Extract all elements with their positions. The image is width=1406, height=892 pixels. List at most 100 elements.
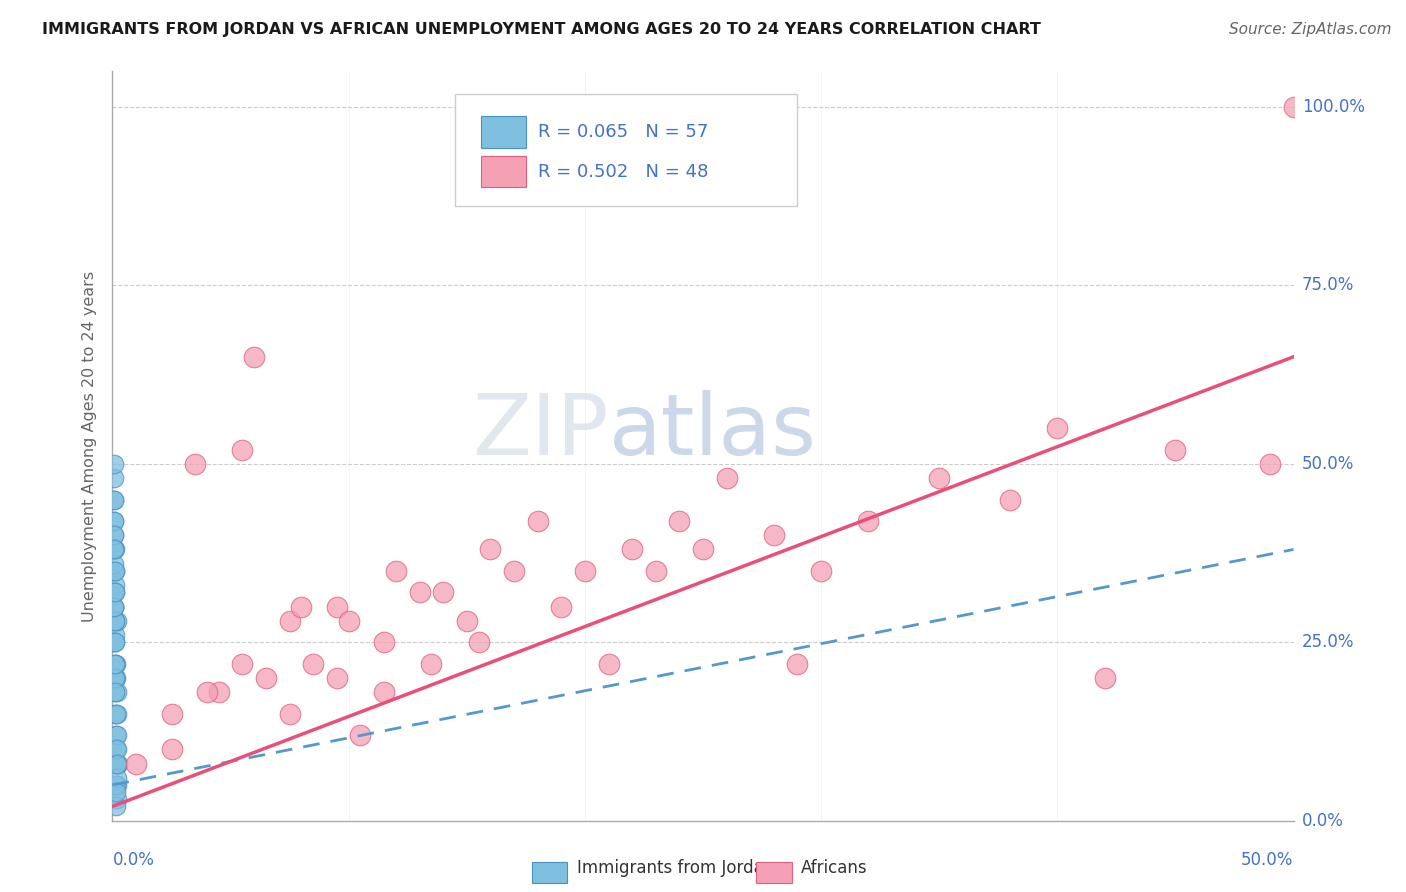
Text: Source: ZipAtlas.com: Source: ZipAtlas.com [1229, 22, 1392, 37]
Point [231, 442, 253, 457]
Point [103, 457, 125, 471]
Point [104, 628, 127, 642]
Point [326, 599, 349, 614]
Point [104, 657, 127, 671]
Point [810, 564, 832, 578]
Text: R = 0.065   N = 57: R = 0.065 N = 57 [537, 123, 709, 141]
Point [105, 728, 128, 742]
Point [1258, 457, 1281, 471]
Point [373, 685, 395, 699]
Point [103, 542, 125, 557]
Point [479, 542, 502, 557]
Text: 0.0%: 0.0% [1302, 812, 1344, 830]
Point [278, 614, 301, 628]
Y-axis label: Unemployment Among Ages 20 to 24 years: Unemployment Among Ages 20 to 24 years [82, 270, 97, 622]
Point [432, 585, 454, 599]
Point [104, 564, 127, 578]
FancyBboxPatch shape [531, 862, 567, 883]
Point [550, 599, 572, 614]
Point [104, 635, 127, 649]
Point [105, 771, 128, 785]
Point [104, 671, 127, 685]
Point [104, 585, 127, 599]
Point [103, 542, 125, 557]
Point [195, 685, 218, 699]
Point [105, 778, 128, 792]
Point [231, 657, 253, 671]
Point [103, 514, 125, 528]
Text: 100.0%: 100.0% [1302, 98, 1365, 116]
Point [337, 614, 360, 628]
Point [104, 614, 127, 628]
Text: Immigrants from Jordan: Immigrants from Jordan [576, 859, 773, 877]
Point [104, 706, 127, 721]
Text: 50.0%: 50.0% [1302, 455, 1354, 473]
Text: atlas: atlas [609, 390, 817, 473]
Point [105, 614, 128, 628]
Point [456, 614, 478, 628]
Text: 50.0%: 50.0% [1241, 851, 1294, 869]
Text: 0.0%: 0.0% [112, 851, 155, 869]
Point [103, 528, 125, 542]
Point [104, 585, 127, 599]
Point [503, 564, 526, 578]
Point [103, 471, 125, 485]
Point [105, 742, 128, 756]
Point [125, 756, 148, 771]
Point [105, 792, 128, 806]
Point [160, 742, 183, 756]
Point [105, 799, 128, 814]
Point [104, 614, 127, 628]
Point [103, 514, 125, 528]
Point [526, 514, 548, 528]
Text: IMMIGRANTS FROM JORDAN VS AFRICAN UNEMPLOYMENT AMONG AGES 20 TO 24 YEARS CORRELA: IMMIGRANTS FROM JORDAN VS AFRICAN UNEMPL… [42, 22, 1040, 37]
Point [104, 685, 127, 699]
Point [105, 785, 128, 799]
FancyBboxPatch shape [756, 862, 792, 883]
Point [1046, 421, 1069, 435]
Point [373, 635, 395, 649]
Point [103, 492, 125, 507]
Point [105, 742, 128, 756]
Point [184, 457, 207, 471]
Point [104, 671, 127, 685]
Point [105, 728, 128, 742]
Point [104, 685, 127, 699]
Point [467, 635, 489, 649]
Point [103, 599, 125, 614]
Point [105, 706, 128, 721]
FancyBboxPatch shape [481, 156, 526, 187]
Point [107, 756, 129, 771]
Point [786, 657, 808, 671]
Point [254, 671, 277, 685]
Text: ZIP: ZIP [472, 390, 609, 473]
Point [349, 728, 371, 742]
Point [105, 756, 128, 771]
Point [998, 492, 1021, 507]
Point [104, 578, 127, 592]
Point [105, 685, 128, 699]
Point [105, 742, 128, 756]
Point [290, 599, 312, 614]
Point [160, 706, 183, 721]
Point [208, 685, 231, 699]
Point [105, 756, 128, 771]
Point [105, 756, 128, 771]
Point [103, 635, 125, 649]
Point [420, 657, 443, 671]
Point [104, 542, 127, 557]
Point [243, 350, 266, 364]
Point [668, 514, 690, 528]
Point [716, 471, 738, 485]
Point [105, 706, 128, 721]
Point [385, 564, 408, 578]
Point [103, 599, 125, 614]
Point [103, 542, 125, 557]
Point [103, 492, 125, 507]
Text: R = 0.502   N = 48: R = 0.502 N = 48 [537, 162, 709, 181]
Point [105, 778, 128, 792]
Point [858, 514, 880, 528]
Point [762, 528, 785, 542]
Point [1282, 100, 1305, 114]
Point [574, 564, 596, 578]
